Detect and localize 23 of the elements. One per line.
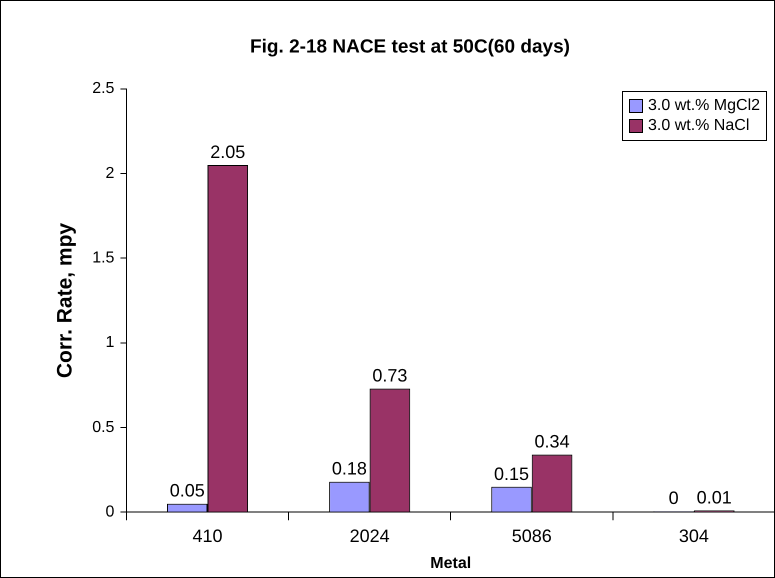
- y-tick-label: 2: [106, 164, 115, 182]
- data-label: 0: [668, 488, 679, 508]
- x-tick-label: 304: [678, 526, 709, 546]
- y-tick-label: 0: [106, 504, 115, 521]
- x-tick-label: 410: [192, 526, 223, 546]
- y-tick-label: 2.5: [92, 80, 115, 98]
- data-label: 0.34: [534, 432, 570, 452]
- data-label: 0.01: [696, 487, 732, 508]
- data-label: 0.18: [332, 458, 367, 479]
- data-label: 0.15: [494, 464, 530, 484]
- legend-label: 3.0 wt.% MgCl2: [648, 96, 760, 115]
- chart-title: Fig. 2-18 NACE test at 50C(60 days): [250, 36, 570, 58]
- legend-label: 3.0 wt.% NaCl: [648, 116, 750, 135]
- data-label: 2.05: [210, 142, 246, 162]
- x-tick-label: 2024: [350, 526, 390, 546]
- x-tick-label: 5086: [512, 526, 552, 546]
- y-tick-label: 1: [106, 334, 115, 352]
- data-label: 0.05: [170, 480, 205, 501]
- y-tick-label: 1.5: [92, 250, 115, 267]
- x-axis-title: Metal: [430, 554, 472, 572]
- y-tick-label: 0.5: [92, 418, 115, 436]
- y-axis-title: Corr. Rate, mpy: [53, 222, 76, 378]
- data-label: 0.73: [372, 366, 408, 386]
